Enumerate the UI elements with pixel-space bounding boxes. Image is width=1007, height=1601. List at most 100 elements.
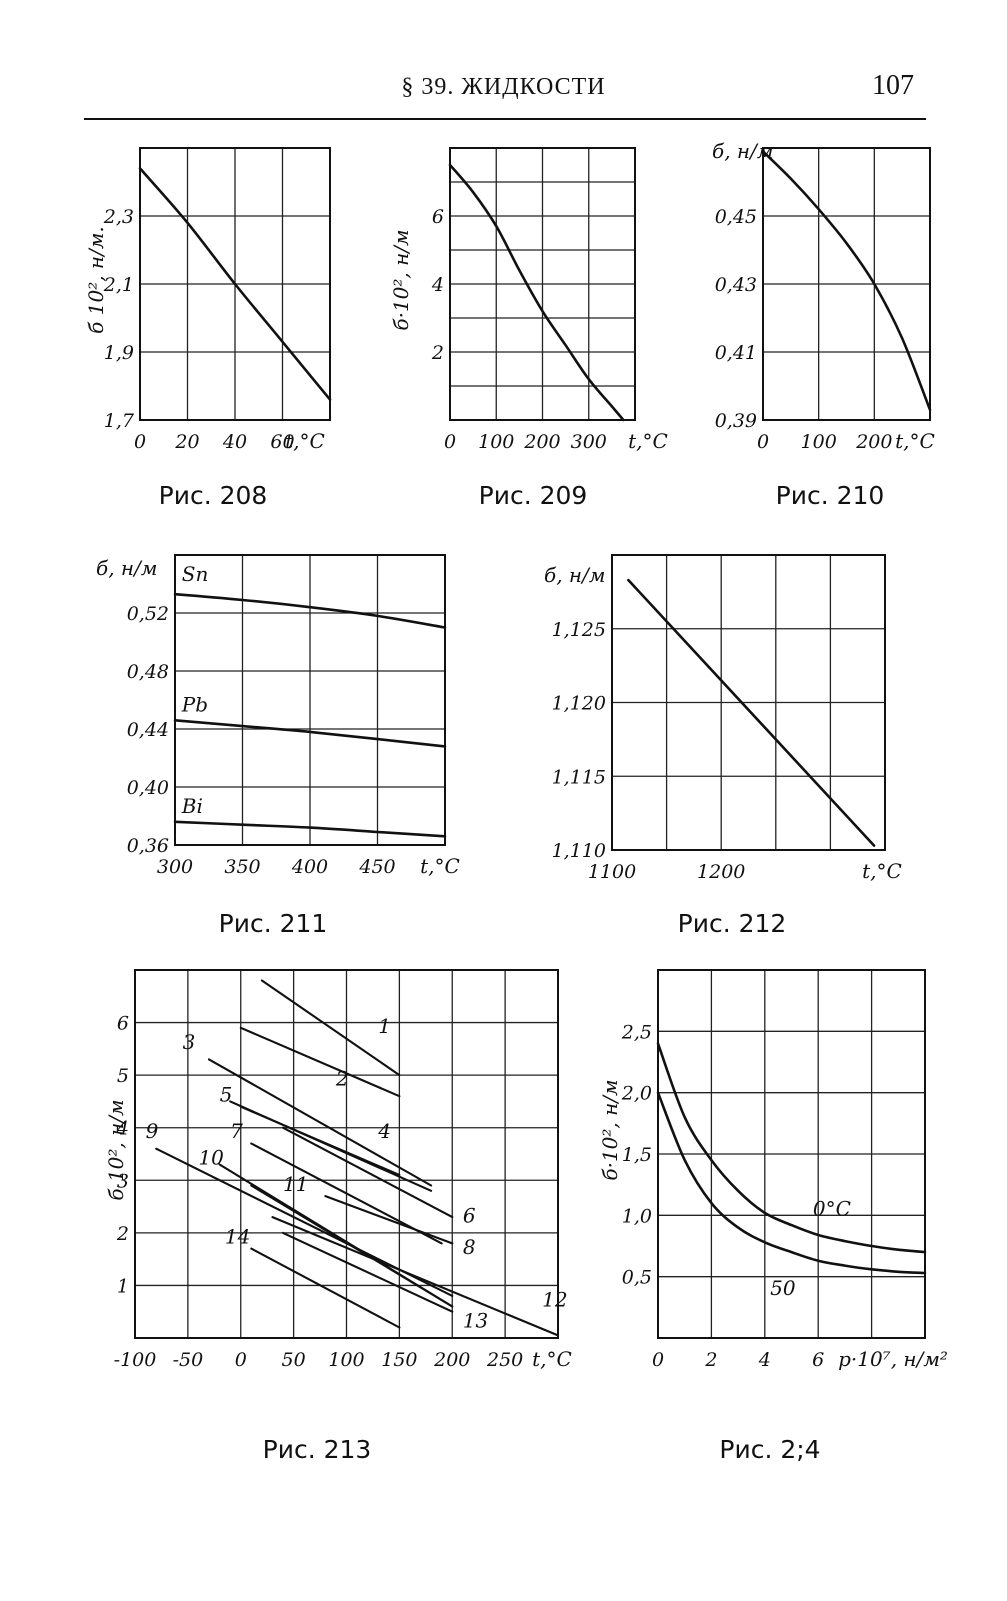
- fig214-xtick-label: 2: [704, 1349, 717, 1371]
- fig213-series-label: 8: [463, 1235, 476, 1259]
- fig212-ytick-label: 1,110: [552, 840, 606, 862]
- fig213-series-label: 10: [198, 1146, 224, 1170]
- fig213-xtick-label: 200: [433, 1349, 470, 1371]
- fig212-caption: Рис. 212: [678, 909, 787, 938]
- fig211-ytick-label: 0,40: [127, 777, 169, 799]
- fig214-xlabel: р·10⁷, н/м²: [838, 1347, 948, 1371]
- fig213-frame: [134, 969, 559, 1339]
- fig208-xtick-label: 40: [222, 431, 247, 453]
- fig212-ytick-label: 1,125: [552, 619, 606, 641]
- fig213-series-label: 2: [335, 1067, 349, 1091]
- fig213-series-1-line: [260, 979, 401, 1077]
- fig211-series-Bi-line: [173, 820, 447, 838]
- fig212-frame: [611, 554, 886, 851]
- fig211-frame: [174, 554, 446, 846]
- fig211-ytick-label: 0,52: [127, 603, 169, 625]
- fig214-ytick-label: 1,0: [622, 1205, 652, 1227]
- fig213-ylabel: б 10², н/м: [104, 1099, 128, 1200]
- fig213-series-3-line: [207, 1058, 433, 1187]
- fig211-ytick-label: 0,48: [127, 661, 169, 683]
- fig210-xtick-label: 100: [801, 431, 837, 453]
- fig214-series-50-line: [656, 1091, 927, 1275]
- fig210-ytick-label: 0,39: [715, 410, 757, 432]
- header-rule: [84, 118, 926, 120]
- fig213-xtick-label: 100: [328, 1349, 364, 1371]
- fig210-ytick-label: 0,43: [715, 274, 757, 296]
- fig214-ylabel: б·10², н/м: [598, 1079, 622, 1180]
- fig213-series-label: 5: [220, 1082, 233, 1106]
- fig213-ytick-label: 2: [116, 1223, 129, 1245]
- fig212-xtick-label: 1200: [697, 861, 745, 883]
- fig210-grid: [762, 147, 931, 421]
- fig209-xlabel: t,°C: [628, 429, 668, 453]
- fig208-chart: 0 20 40 60t,°C 1,7 1,9 2,1 2,3б 10², н/м. Рис. 2…: [84, 147, 332, 510]
- fig213-xtick-label: -50: [173, 1349, 204, 1371]
- fig211-xtick-label: 350: [224, 856, 260, 878]
- fig211-series-label: Pb: [181, 693, 208, 717]
- fig210-xlabel: t,°C: [895, 429, 935, 453]
- fig208-ytick-label: 2,3: [103, 206, 134, 228]
- fig214-series-label: 50: [770, 1276, 796, 1300]
- fig214-chart: 0 2 4 6 р·10⁷, н/м² 0,5 1,0 1,5 2,0 2,5 б·10², н/м…: [598, 969, 948, 1464]
- fig208-xtick-label: 20: [174, 431, 199, 453]
- fig214-xtick-label: 4: [758, 1349, 771, 1371]
- fig211-series-label: Sn: [182, 562, 209, 586]
- fig214-xtick-label: 6: [812, 1349, 824, 1371]
- fig209-grid: [449, 147, 636, 421]
- fig213-series-8-line: [324, 1195, 454, 1245]
- fig213-series-label: 12: [542, 1287, 567, 1311]
- fig210-frame: [762, 147, 931, 421]
- fig213-series-label: 6: [463, 1203, 476, 1227]
- fig209-ylabel: б·10², н/м: [389, 229, 413, 330]
- fig211-xlabel: t,°C: [420, 854, 460, 878]
- fig213-series-label: 3: [183, 1030, 196, 1054]
- fig209-xtick-label: 300: [571, 431, 607, 453]
- fig213-xtick-label: 50: [282, 1349, 306, 1371]
- fig208-ytick-label: 1,7: [104, 410, 135, 432]
- fig209-ytick-label: 2: [431, 342, 444, 364]
- fig210-ytick-label: 0,45: [715, 206, 757, 228]
- fig211-xtick-label: 400: [291, 856, 328, 878]
- fig213-series-5-line: [239, 1105, 401, 1177]
- fig208-ylabel: б 10², н/м.: [84, 226, 108, 334]
- fig211-series-Pb-line: [173, 719, 447, 748]
- fig208-ytick-label: 2,1: [103, 274, 134, 296]
- fig212-chart: 1100 1200 t,°C 1,110 1,115 1,120 1,125 б, н/м Ри…: [544, 554, 902, 938]
- fig213-caption: Рис. 213: [263, 1435, 372, 1464]
- fig210-ytick-label: 0,41: [715, 342, 757, 364]
- fig213-series-13-line: [281, 1231, 454, 1313]
- fig212-series-0-line: [627, 578, 876, 847]
- fig208-xlabel: t,°C: [285, 429, 325, 453]
- fig213-xtick-label: -100: [114, 1349, 157, 1371]
- fig211-ytick-label: 0,44: [127, 719, 169, 741]
- fig213-series-11-line: [250, 1184, 454, 1308]
- fig212-xlabel: t,°C: [862, 859, 902, 883]
- fig214-xtick-label: 0: [652, 1349, 664, 1371]
- fig213-ytick-label: 5: [117, 1065, 129, 1087]
- running-head: § 39. ЖИДКОСТИ: [401, 74, 606, 100]
- fig210-caption: Рис. 210: [776, 481, 885, 510]
- fig211-xtick-label: 300: [157, 856, 193, 878]
- fig210-series-0-line: [761, 150, 932, 412]
- fig213-xtick-label: 250: [486, 1349, 523, 1371]
- fig209-xtick-label: 200: [523, 431, 560, 453]
- fig213-xtick-label: 0: [235, 1349, 247, 1371]
- fig208-series-0-line: [138, 167, 332, 401]
- fig214-ytick-label: 0,5: [622, 1267, 652, 1289]
- fig209-xtick-label: 0: [444, 431, 456, 453]
- fig213-series-label: 13: [463, 1308, 488, 1332]
- fig214-series-label: 0°C: [813, 1196, 851, 1220]
- fig208-ytick-label: 1,9: [104, 342, 134, 364]
- fig208-frame: [139, 147, 331, 421]
- fig209-chart: 0 100 200 300 t,°C 2 4 6 б·10², н/м Рис. 209: [389, 147, 668, 510]
- fig213-series-label: 1: [378, 1014, 391, 1038]
- fig212-ylabel: б, н/м: [544, 563, 605, 587]
- fig213-xlabel: t,°C: [532, 1347, 572, 1371]
- fig213-series-label: 9: [146, 1119, 159, 1143]
- fig211-ytick-label: 0,36: [127, 835, 169, 857]
- fig209-ytick-label: 4: [431, 274, 444, 296]
- fig214-ytick-label: 2,5: [621, 1021, 652, 1043]
- fig211-xtick-label: 450: [358, 856, 395, 878]
- fig213-ytick-label: 6: [117, 1013, 129, 1035]
